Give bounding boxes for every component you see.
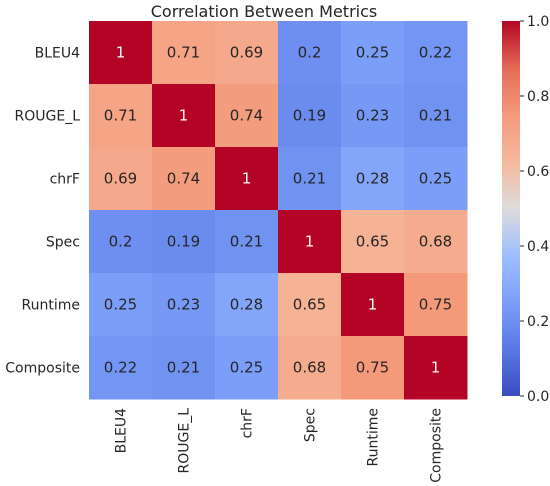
cell-value-label-r3-c4: 0.65 xyxy=(356,233,389,251)
cell-value-label-r3-c3: 1 xyxy=(305,233,315,251)
colorbar-tick-label-3: 0.6 xyxy=(527,164,549,180)
cell-value-label-r4-c3: 0.65 xyxy=(293,296,326,314)
row-tick-labels: BLEU4 ROUGE_L chrF Spec Runtime Composite xyxy=(5,46,80,377)
heatmap-cell-r3-c2 xyxy=(215,210,279,274)
heatmap-cell-r3-c5 xyxy=(404,210,468,274)
cell-value-label-r5-c2: 0.25 xyxy=(230,359,263,377)
column-label-5: Composite xyxy=(429,408,445,483)
row-label-0: BLEU4 xyxy=(35,46,80,62)
heatmap-cell-r2-c1 xyxy=(152,147,216,211)
heatmap-cell-r1-c4 xyxy=(341,84,405,148)
heatmap-cell-r3-c0 xyxy=(89,210,153,274)
cell-value-label-r4-c5: 0.75 xyxy=(419,296,452,314)
cell-value-label-r3-c1: 0.19 xyxy=(167,233,200,251)
heatmap-cell-r0-c3 xyxy=(278,21,342,85)
heatmap-cell-r3-c4 xyxy=(341,210,405,274)
column-label-4: Runtime xyxy=(366,408,382,466)
cell-value-label-r2-c3: 0.21 xyxy=(293,170,326,188)
row-label-3: Spec xyxy=(46,235,80,251)
cell-value-label-r5-c4: 0.75 xyxy=(356,359,389,377)
heatmap-cell-r3-c1 xyxy=(152,210,216,274)
cell-value-label-r5-c5: 1 xyxy=(431,359,441,377)
cell-value-label-r4-c1: 0.23 xyxy=(167,296,200,314)
row-label-2: chrF xyxy=(50,172,80,188)
colorbar-tick-label-1: 0.2 xyxy=(527,314,549,330)
heatmap-cell-r5-c4 xyxy=(341,336,405,400)
heatmap-cell-r4-c2 xyxy=(215,273,279,337)
cell-value-label-r1-c2: 0.74 xyxy=(230,107,263,125)
heatmap-cell-r2-c4 xyxy=(341,147,405,211)
cell-value-label-r0-c2: 0.69 xyxy=(230,44,263,62)
heatmap-cell-r1-c3 xyxy=(278,84,342,148)
cell-value-label-r0-c3: 0.2 xyxy=(298,44,322,62)
cell-value-label-r0-c1: 0.71 xyxy=(167,44,200,62)
cell-value-label-r1-c0: 0.71 xyxy=(104,107,137,125)
heatmap-cell-r5-c3 xyxy=(278,336,342,400)
cell-value-label-r0-c5: 0.22 xyxy=(419,44,452,62)
cell-value-label-r2-c0: 0.69 xyxy=(104,170,137,188)
colorbar-tick-label-0: 0.0 xyxy=(527,389,549,405)
column-tick-labels: BLEU4 ROUGE_L chrF Spec Runtime Composite xyxy=(114,408,445,483)
heatmap-cell-r0-c2 xyxy=(215,21,279,85)
heatmap-cells: 1 0.71 0.69 0.2 0.25 0.22 0.71 1 0.74 0.19 0.23 0.2… xyxy=(89,21,468,400)
heatmap-cell-r1-c1 xyxy=(152,84,216,148)
heatmap-cell-r4-c3 xyxy=(278,273,342,337)
cell-value-label-r4-c0: 0.25 xyxy=(104,296,137,314)
cell-value-label-r5-c0: 0.22 xyxy=(104,359,137,377)
chart-title: Correlation Between Metrics xyxy=(151,2,377,21)
cell-value-label-r5-c3: 0.68 xyxy=(293,359,326,377)
cell-value-label-r1-c4: 0.23 xyxy=(356,107,389,125)
cell-value-label-r2-c5: 0.25 xyxy=(419,170,452,188)
heatmap-cell-r3-c3 xyxy=(278,210,342,274)
row-label-5: Composite xyxy=(5,361,80,377)
heatmap-cell-r1-c5 xyxy=(404,84,468,148)
heatmap-cell-r0-c1 xyxy=(152,21,216,85)
heatmap-cell-r4-c4 xyxy=(341,273,405,337)
heatmap-cell-r5-c0 xyxy=(89,336,153,400)
cell-value-label-r3-c2: 0.21 xyxy=(230,233,263,251)
column-label-0: BLEU4 xyxy=(114,408,130,453)
cell-value-label-r5-c1: 0.21 xyxy=(167,359,200,377)
colorbar-tick-label-2: 0.4 xyxy=(527,239,549,255)
cell-value-label-r3-c0: 0.2 xyxy=(109,233,133,251)
heatmap-cell-r5-c2 xyxy=(215,336,279,400)
cell-value-label-r4-c2: 0.28 xyxy=(230,296,263,314)
colorbar-tick-label-5: 1.0 xyxy=(527,14,549,30)
column-label-1: ROUGE_L xyxy=(177,408,193,474)
cell-value-label-r1-c5: 0.21 xyxy=(419,107,452,125)
cell-value-label-r0-c4: 0.25 xyxy=(356,44,389,62)
heatmap-cell-r0-c0 xyxy=(89,21,153,85)
column-label-2: chrF xyxy=(240,408,256,438)
cell-value-label-r0-c0: 1 xyxy=(116,44,126,62)
heatmap-cell-r2-c2 xyxy=(215,147,279,211)
heatmap-cell-r1-c2 xyxy=(215,84,279,148)
cell-value-label-r2-c2: 1 xyxy=(242,170,252,188)
row-label-4: Runtime xyxy=(22,298,80,314)
heatmap-cell-r4-c0 xyxy=(89,273,153,337)
cell-value-label-r1-c1: 1 xyxy=(179,107,189,125)
heatmap-cell-r4-c1 xyxy=(152,273,216,337)
heatmap-cell-r4-c5 xyxy=(404,273,468,337)
heatmap-cell-r1-c0 xyxy=(89,84,153,148)
heatmap-cell-r2-c3 xyxy=(278,147,342,211)
column-label-3: Spec xyxy=(303,408,319,442)
cell-value-label-r2-c1: 0.74 xyxy=(167,170,200,188)
heatmap-cell-r0-c5 xyxy=(404,21,468,85)
cell-value-label-r2-c4: 0.28 xyxy=(356,170,389,188)
colorbar: 0.0 0.2 0.4 0.6 0.8 1.0 xyxy=(502,14,549,405)
heatmap-cell-r5-c5 xyxy=(404,336,468,400)
heatmap-cell-r2-c0 xyxy=(89,147,153,211)
cell-value-label-r3-c5: 0.68 xyxy=(419,233,452,251)
heatmap-cell-r5-c1 xyxy=(152,336,216,400)
colorbar-tick-label-4: 0.8 xyxy=(527,89,549,105)
row-label-1: ROUGE_L xyxy=(15,109,81,125)
heatmap-cell-r0-c4 xyxy=(341,21,405,85)
cell-value-label-r4-c4: 1 xyxy=(368,296,378,314)
cell-value-label-r1-c3: 0.19 xyxy=(293,107,326,125)
heatmap-cell-r2-c5 xyxy=(404,147,468,211)
colorbar-gradient xyxy=(502,21,520,396)
